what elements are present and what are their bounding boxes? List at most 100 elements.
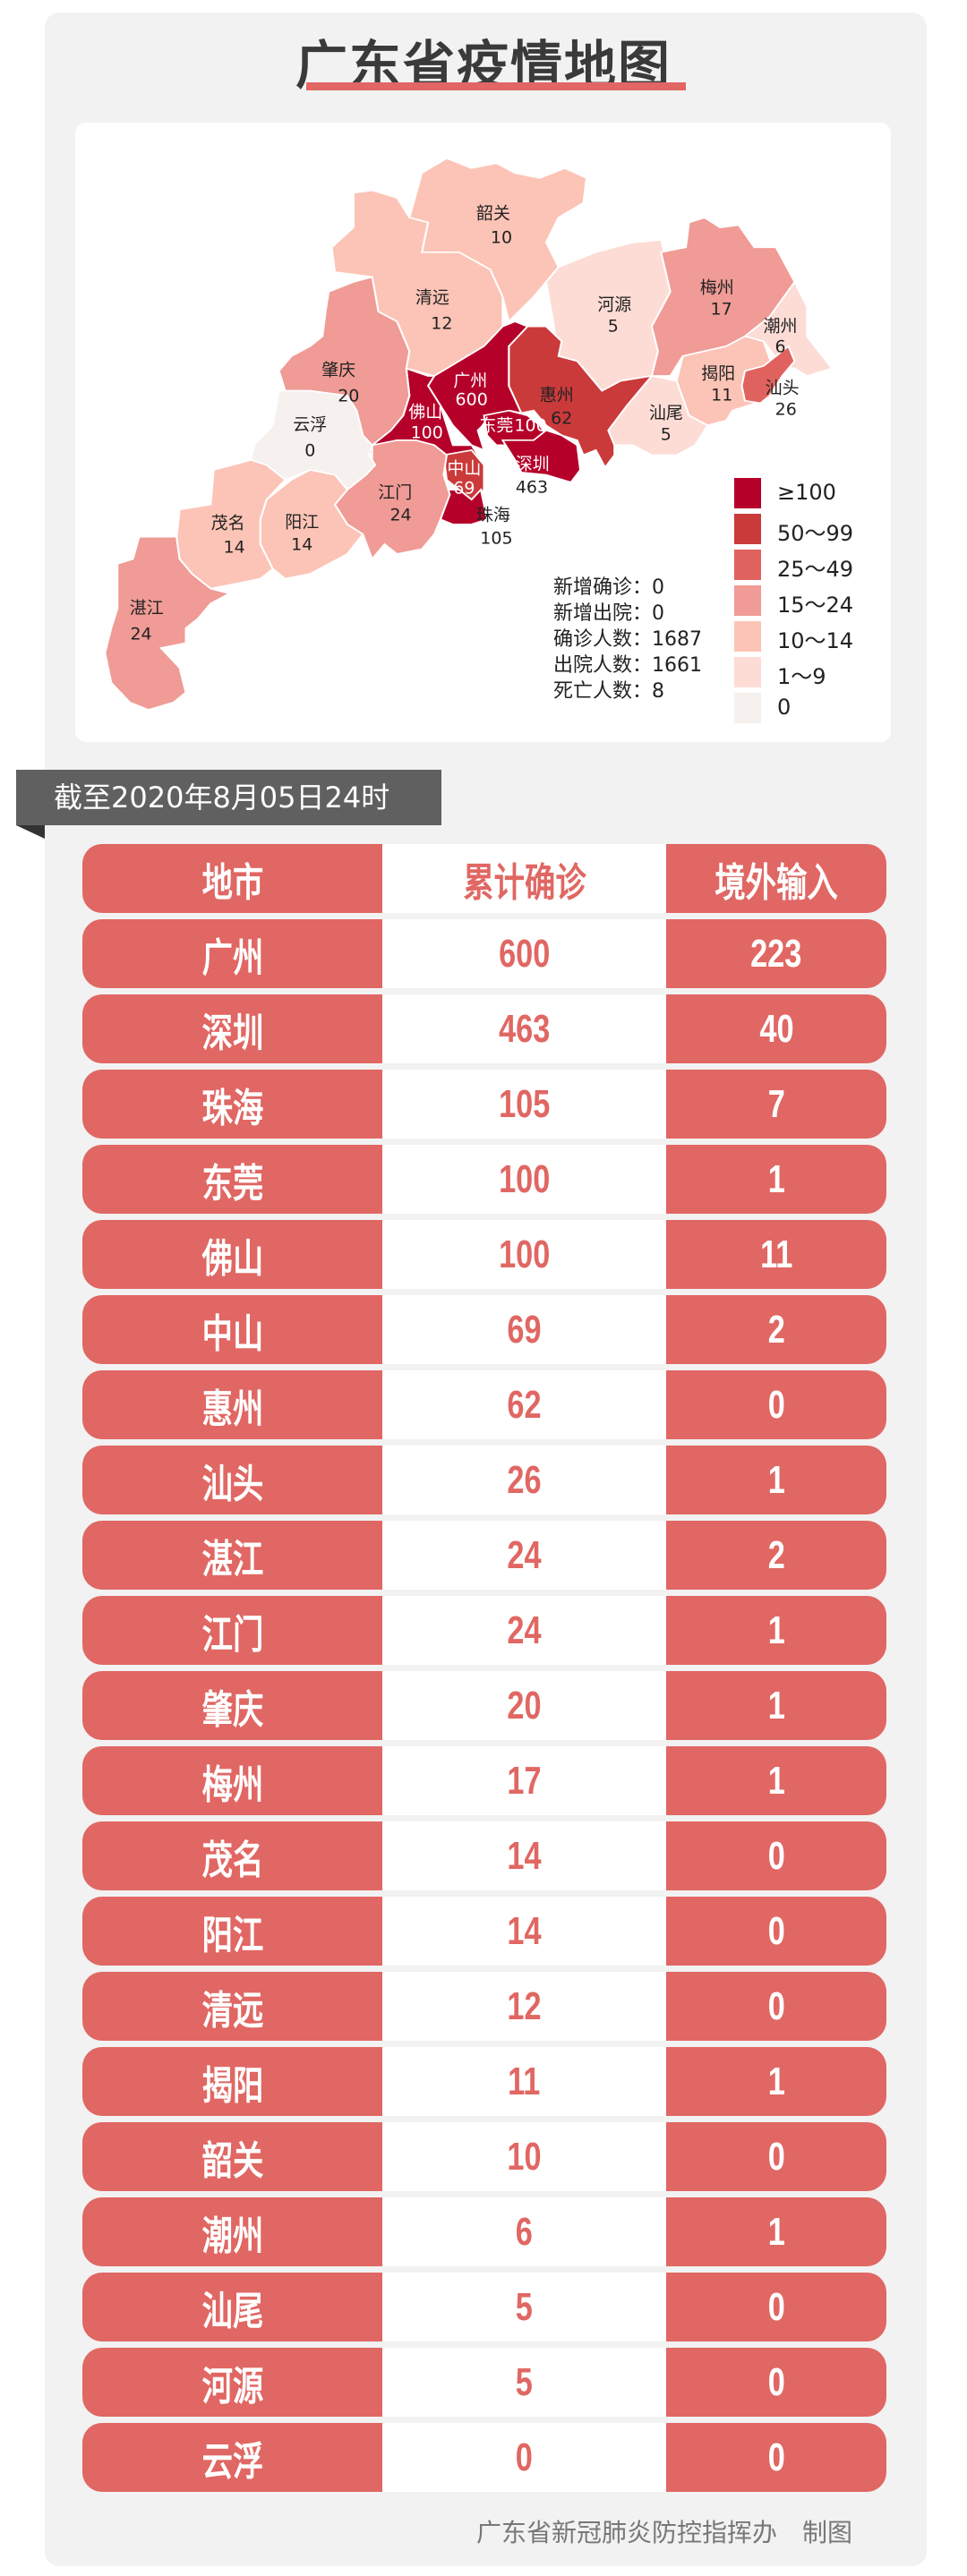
cell-text: 东莞 bbox=[201, 1161, 263, 1206]
table-header: 地市 累计确诊 境外输入 bbox=[82, 844, 886, 913]
legend-swatch bbox=[734, 693, 761, 723]
total-cell: 26 bbox=[382, 1446, 666, 1514]
cell-text: 223 bbox=[750, 931, 802, 976]
region-name-label: 广州 bbox=[453, 371, 488, 391]
region-name-label: 揭阳 bbox=[701, 363, 736, 384]
region-count-label: 69 bbox=[453, 478, 475, 499]
cell-text: 韶关 bbox=[201, 2138, 263, 2183]
cell-text: 0 bbox=[767, 2359, 785, 2404]
cell-text: 0 bbox=[767, 1983, 785, 2028]
imported-cell: 0 bbox=[666, 2122, 886, 2191]
region-name-label: 云浮 bbox=[293, 414, 328, 435]
total-cell: 5 bbox=[382, 2273, 666, 2341]
region-name-label: 东莞 bbox=[479, 415, 514, 436]
cell-text: 14 bbox=[507, 1833, 542, 1878]
table-row: 揭阳 11 1 bbox=[82, 2047, 886, 2116]
cell-text: 汕头 bbox=[201, 1462, 263, 1506]
legend-swatch bbox=[734, 657, 761, 687]
imported-cell: 0 bbox=[666, 2348, 886, 2417]
region-17 bbox=[250, 389, 377, 491]
total-cell: 17 bbox=[382, 1746, 666, 1815]
imported-cell: 0 bbox=[666, 1972, 886, 2041]
city-cell: 潮州 bbox=[82, 2197, 382, 2266]
total-cell: 12 bbox=[382, 1972, 666, 2041]
table-row: 湛江 24 2 bbox=[82, 1521, 886, 1590]
legend-label: 10～14 bbox=[777, 628, 854, 653]
imported-cell: 0 bbox=[666, 1370, 886, 1439]
total-cell: 69 bbox=[382, 1295, 666, 1364]
cell-text: 阳江 bbox=[201, 1913, 263, 1958]
region-count-label: 26 bbox=[774, 399, 797, 420]
table-row: 东莞 100 1 bbox=[82, 1145, 886, 1214]
region-count-label: 62 bbox=[551, 408, 573, 429]
timestamp-banner: 截至2020年8月05日24时 bbox=[16, 770, 441, 825]
region-name-label: 湛江 bbox=[129, 598, 164, 618]
legend-swatch bbox=[734, 550, 761, 580]
cell-text: 105 bbox=[498, 1081, 551, 1126]
total-cell: 10 bbox=[382, 2122, 666, 2191]
total-cell: 14 bbox=[382, 1821, 666, 1890]
legend-label: ≥100 bbox=[777, 480, 836, 505]
cell-text: 11 bbox=[508, 2059, 541, 2103]
region-name-label: 梅州 bbox=[699, 277, 734, 298]
table-row: 阳江 14 0 bbox=[82, 1897, 886, 1966]
table-row: 汕头 26 1 bbox=[82, 1446, 886, 1514]
imported-cell: 11 bbox=[666, 1220, 886, 1289]
city-cell: 地市 bbox=[82, 844, 382, 913]
city-cell: 茂名 bbox=[82, 1821, 382, 1890]
region-count-label: 17 bbox=[710, 299, 732, 320]
city-cell: 佛山 bbox=[82, 1220, 382, 1289]
table-row: 河源 5 0 bbox=[82, 2348, 886, 2417]
table-row: 广州 600 223 bbox=[82, 919, 886, 988]
table-row: 汕尾 5 0 bbox=[82, 2273, 886, 2341]
total-cell: 24 bbox=[382, 1596, 666, 1665]
cell-text: 5 bbox=[515, 2359, 534, 2404]
total-cell: 600 bbox=[382, 919, 666, 988]
imported-cell: 223 bbox=[666, 919, 886, 988]
cell-text: 0 bbox=[515, 2435, 534, 2479]
legend-item: 25～49 bbox=[734, 550, 877, 582]
imported-cell: 0 bbox=[666, 2423, 886, 2492]
map-card: 韶关 10 清远 12 河源 5 梅州 17 潮州 6 揭阳 11 汕头 26 汕尾 5 惠州 62 广州 600 东莞… bbox=[75, 123, 891, 742]
legend-label: 15～24 bbox=[777, 593, 854, 618]
cell-text: 69 bbox=[507, 1307, 542, 1352]
cell-text: 600 bbox=[498, 931, 551, 976]
cell-text: 7 bbox=[767, 1081, 785, 1126]
cell-text: 100 bbox=[498, 1232, 551, 1276]
region-11 bbox=[501, 429, 582, 483]
stat-line: 新增确诊：0 bbox=[553, 576, 664, 599]
cell-text: 463 bbox=[498, 1006, 551, 1051]
cell-text: 江门 bbox=[201, 1612, 263, 1657]
city-cell: 江门 bbox=[82, 1596, 382, 1665]
cell-text: 1 bbox=[767, 1156, 785, 1201]
region-20 bbox=[104, 535, 232, 711]
table-row: 江门 24 1 bbox=[82, 1596, 886, 1665]
legend-swatch bbox=[734, 478, 761, 508]
region-count-label: 105 bbox=[480, 528, 513, 549]
legend-item: ≥100 bbox=[734, 478, 877, 508]
total-cell: 100 bbox=[382, 1220, 666, 1289]
cell-text: 1 bbox=[767, 1608, 785, 1652]
table-row: 韶关 10 0 bbox=[82, 2122, 886, 2191]
footer-credit: 广东省新冠肺炎防控指挥办 制图 bbox=[475, 2518, 852, 2547]
region-count-label: 5 bbox=[660, 424, 672, 445]
table-row: 惠州 62 0 bbox=[82, 1370, 886, 1439]
region-count-label: 463 bbox=[515, 477, 549, 498]
region-name-label: 阳江 bbox=[285, 512, 320, 533]
region-count-label: 6 bbox=[774, 337, 786, 357]
imported-cell: 0 bbox=[666, 1897, 886, 1966]
city-cell: 广州 bbox=[82, 919, 382, 988]
region-name-label: 中山 bbox=[447, 458, 482, 479]
imported-cell: 境外输入 bbox=[666, 844, 886, 913]
city-cell: 深圳 bbox=[82, 994, 382, 1063]
cell-text: 汕尾 bbox=[201, 2289, 263, 2333]
cell-text: 1 bbox=[767, 1683, 785, 1727]
cell-text: 6 bbox=[515, 2209, 534, 2254]
cell-text: 5 bbox=[515, 2284, 534, 2329]
city-cell: 清远 bbox=[82, 1972, 382, 2041]
legend-label: 1～9 bbox=[777, 664, 826, 689]
region-name-label: 惠州 bbox=[539, 385, 574, 405]
city-cell: 湛江 bbox=[82, 1521, 382, 1590]
imported-cell: 1 bbox=[666, 1746, 886, 1815]
legend-label: 50～99 bbox=[777, 521, 854, 546]
